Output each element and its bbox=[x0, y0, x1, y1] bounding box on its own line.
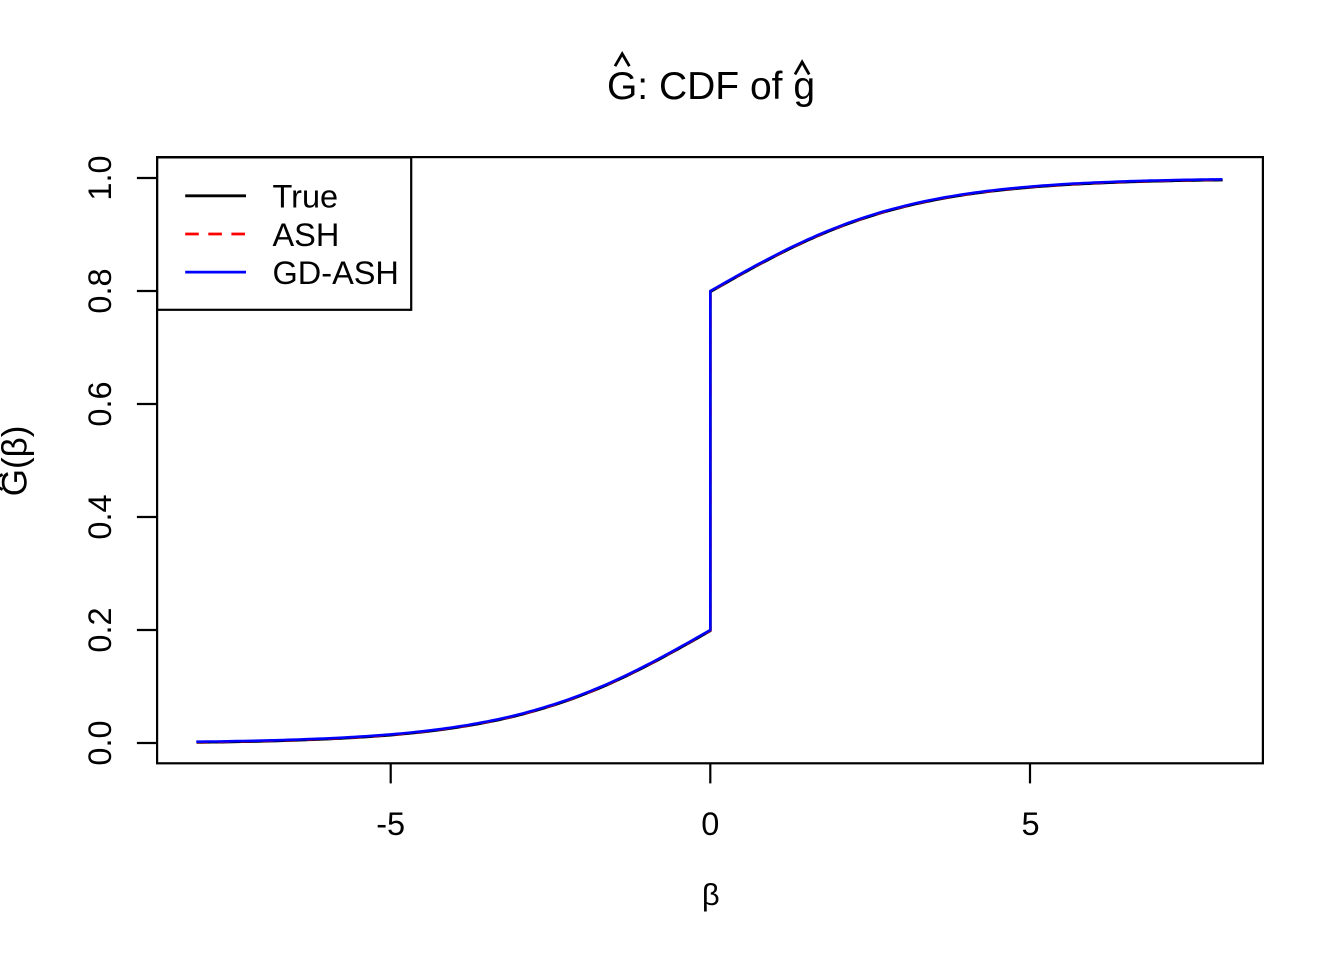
svg-text:0.4: 0.4 bbox=[82, 494, 118, 539]
svg-text:1.0: 1.0 bbox=[82, 155, 118, 200]
svg-text:0.8: 0.8 bbox=[82, 268, 118, 313]
svg-text:ASH: ASH bbox=[273, 217, 340, 253]
svg-text:0: 0 bbox=[701, 806, 719, 842]
svg-text:G(β): G(β) bbox=[0, 426, 35, 497]
svg-text:0.2: 0.2 bbox=[82, 607, 118, 652]
svg-text:True: True bbox=[273, 179, 339, 215]
svg-text:0.0: 0.0 bbox=[82, 720, 118, 765]
svg-text:0.6: 0.6 bbox=[82, 381, 118, 426]
svg-text:GD-ASH: GD-ASH bbox=[273, 255, 399, 291]
svg-text:β: β bbox=[702, 877, 720, 912]
svg-text:G: CDF of g: G: CDF of g bbox=[607, 65, 815, 108]
svg-text:-5: -5 bbox=[376, 806, 405, 842]
svg-text:5: 5 bbox=[1022, 806, 1040, 842]
